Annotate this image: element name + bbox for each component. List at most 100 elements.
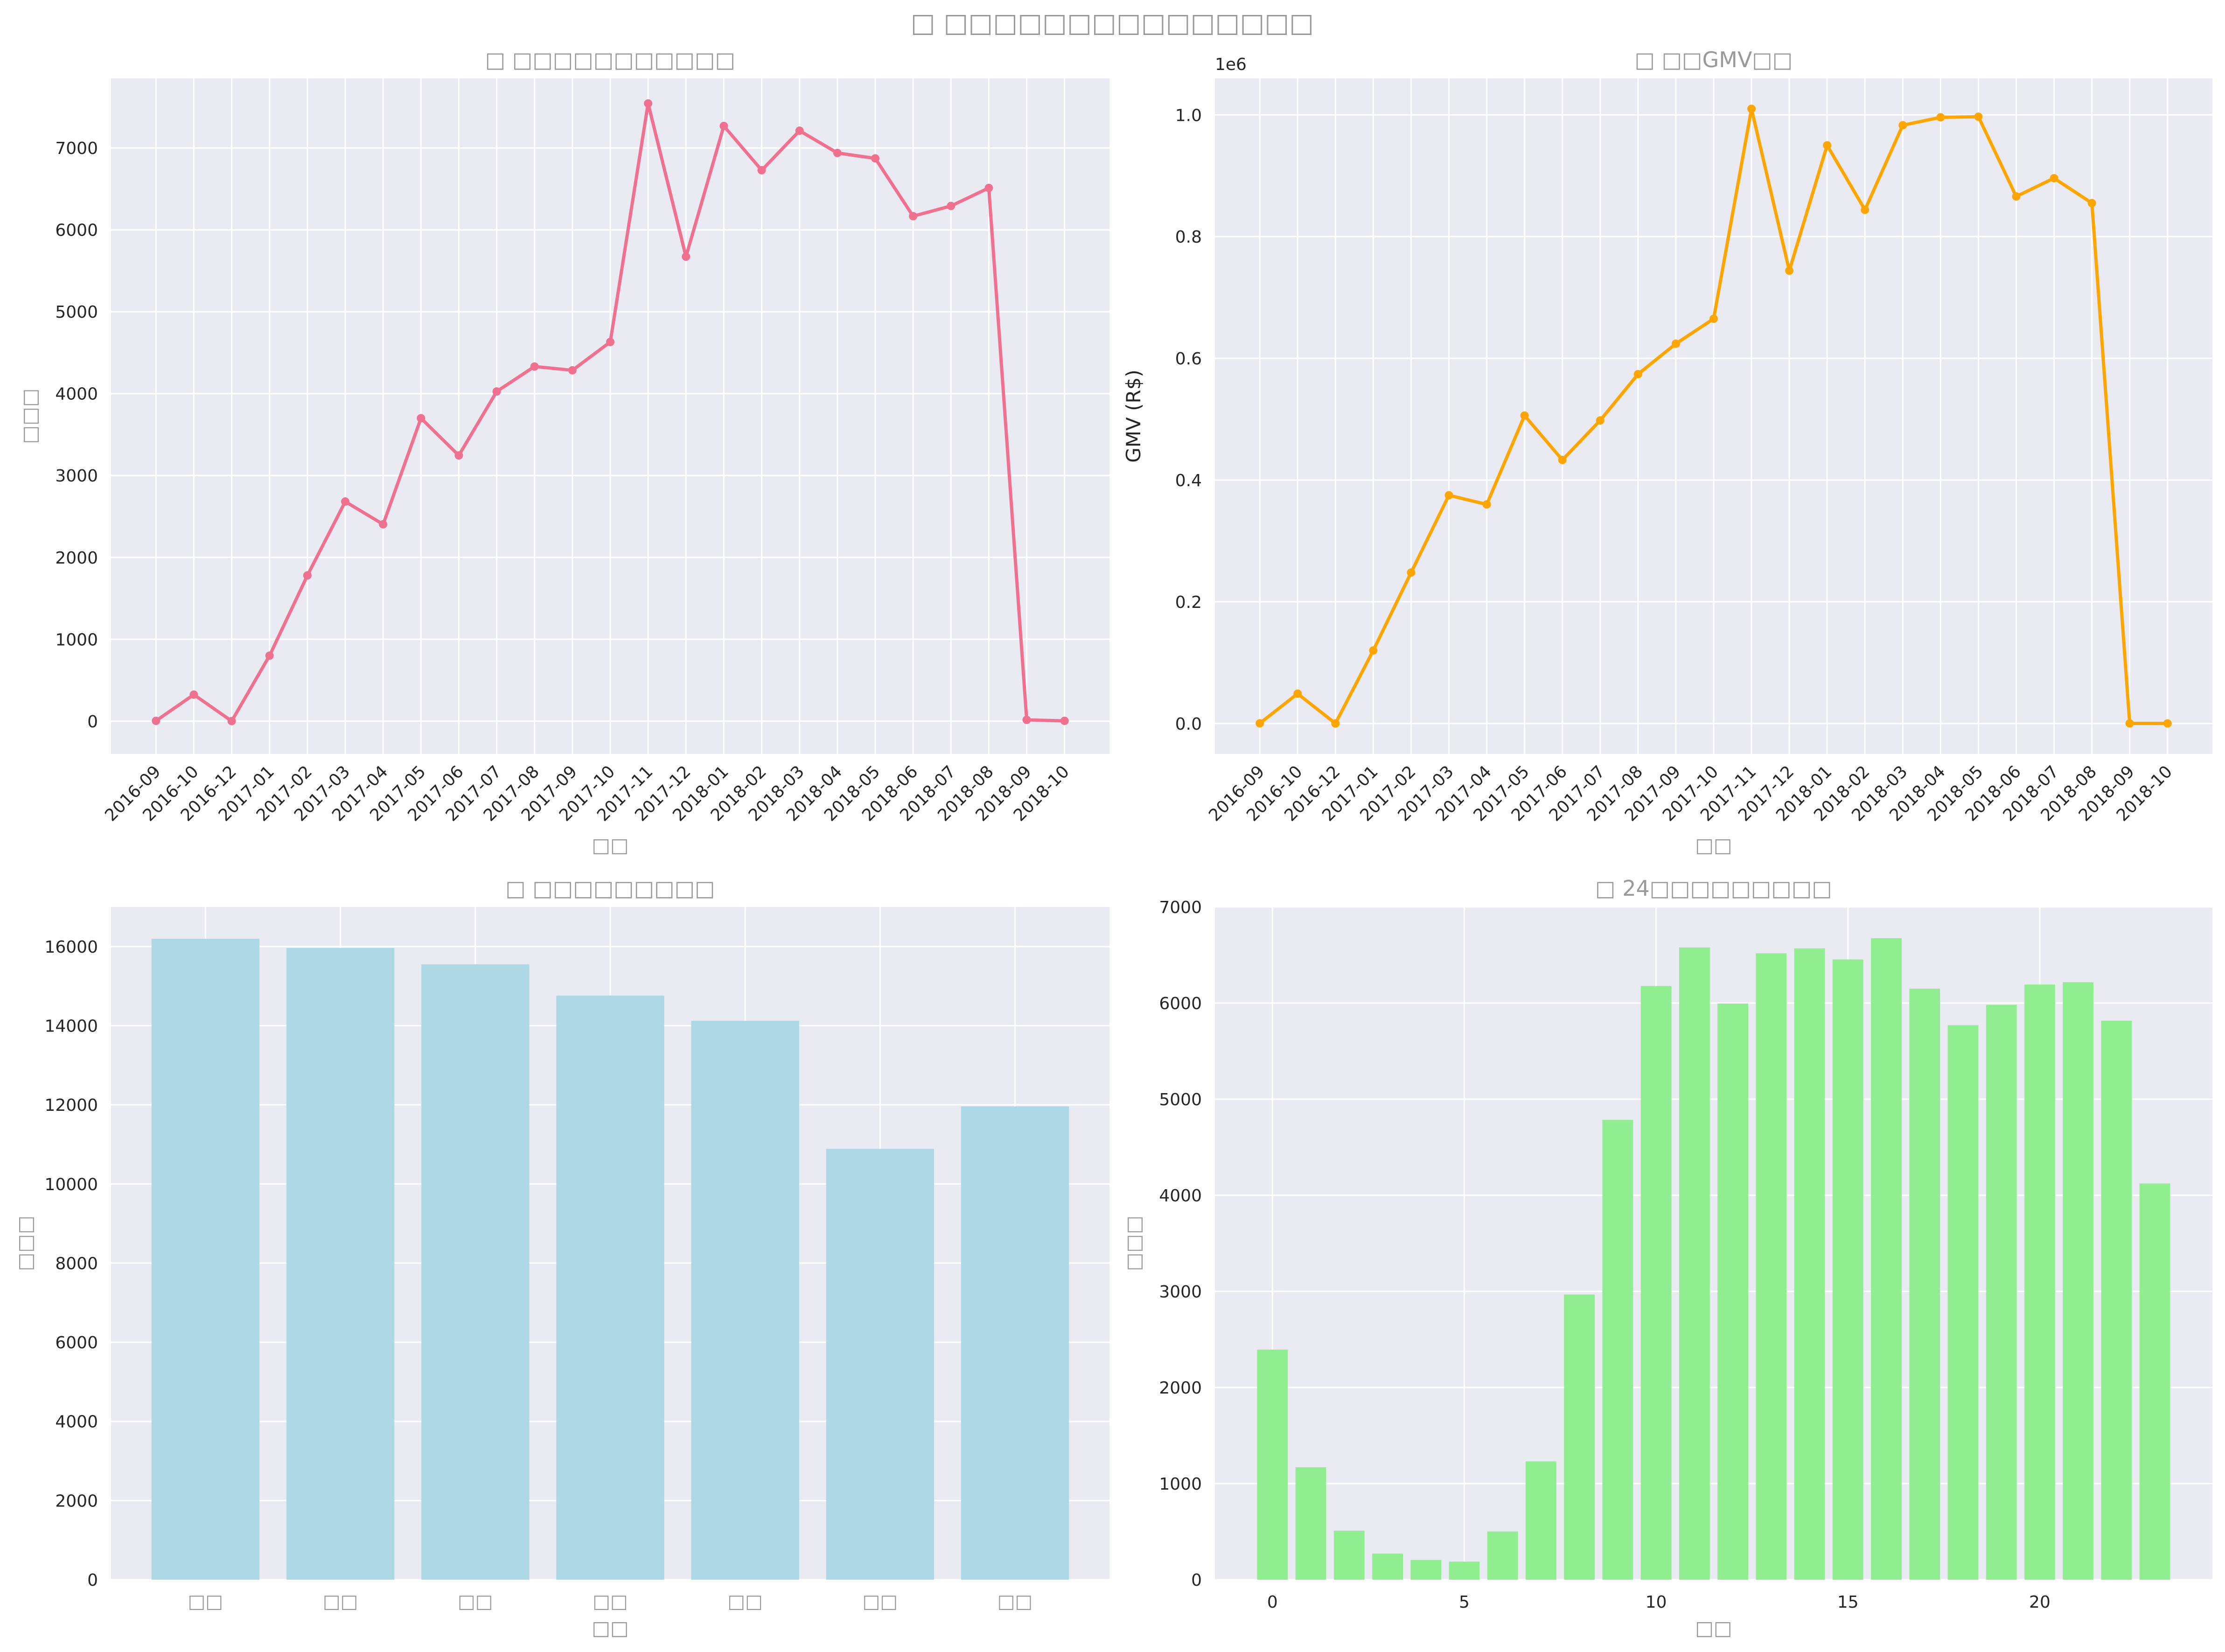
bar xyxy=(1832,959,1863,1580)
data-point xyxy=(1823,141,1832,150)
data-point xyxy=(1022,715,1031,724)
bar xyxy=(1333,1530,1365,1580)
y-tick-label: 0.2 xyxy=(1175,593,1202,612)
data-point xyxy=(606,337,614,346)
y-tick-label: 1000 xyxy=(55,630,98,649)
bar xyxy=(1679,947,1710,1580)
data-point xyxy=(719,121,728,130)
y-tick-label: 6000 xyxy=(1159,994,1202,1013)
y-tick-label: 7000 xyxy=(1159,898,1202,917)
data-point xyxy=(1255,719,1264,728)
y-tick-label: 0 xyxy=(87,1571,98,1590)
bar xyxy=(1947,1025,1979,1580)
x-axis-label: □□ xyxy=(592,1617,628,1639)
x-tick-label: 15 xyxy=(1837,1593,1859,1612)
bar xyxy=(1449,1561,1480,1580)
bar xyxy=(1526,1461,1556,1580)
bar xyxy=(151,939,260,1580)
x-tick-label: 5 xyxy=(1459,1593,1470,1612)
x-tick-label: □□ xyxy=(188,1591,223,1612)
chart-orders: 010002000300040005000600070002016-092016… xyxy=(18,47,1109,857)
y-tick-label: 6000 xyxy=(55,221,98,240)
bar xyxy=(2139,1183,2170,1580)
y-tick-label: 0 xyxy=(87,712,98,732)
data-point xyxy=(1558,455,1567,464)
data-point xyxy=(871,154,879,163)
bar xyxy=(421,964,530,1580)
data-point xyxy=(1596,416,1604,425)
data-point xyxy=(1444,491,1453,500)
y-tick-label: 4000 xyxy=(1159,1186,1202,1206)
y-axis-label: □□□ xyxy=(1122,1215,1145,1271)
data-point xyxy=(227,717,236,725)
bar xyxy=(2024,984,2055,1580)
data-point xyxy=(568,366,577,375)
x-tick-label: □□ xyxy=(863,1591,898,1612)
data-point xyxy=(1407,568,1416,577)
bar xyxy=(1986,1004,2017,1580)
data-point xyxy=(1936,113,1945,122)
data-point xyxy=(1861,205,1869,214)
data-point xyxy=(2050,174,2058,182)
x-tick-label: 10 xyxy=(1646,1593,1667,1612)
x-tick-label: □□ xyxy=(593,1591,628,1612)
data-point xyxy=(1369,646,1378,655)
bar xyxy=(1794,948,1825,1580)
y-offset-label: 1e6 xyxy=(1215,55,1247,74)
y-axis-label: GMV (R$) xyxy=(1122,369,1145,463)
x-axis-label: □□ xyxy=(1695,1617,1732,1639)
y-tick-label: 2000 xyxy=(1159,1379,1202,1398)
y-tick-label: 5000 xyxy=(1159,1090,1202,1109)
data-point xyxy=(1747,105,1756,113)
y-tick-label: 6000 xyxy=(55,1333,98,1352)
y-tick-label: 10000 xyxy=(44,1175,98,1194)
data-point xyxy=(795,126,804,135)
y-tick-label: 0.8 xyxy=(1175,228,1202,247)
bar xyxy=(1410,1560,1442,1580)
data-point xyxy=(189,690,198,699)
bar xyxy=(691,1021,799,1580)
bar xyxy=(1756,953,1787,1580)
y-tick-label: 0.6 xyxy=(1175,349,1202,369)
y-tick-label: 14000 xyxy=(44,1017,98,1036)
bar xyxy=(1640,986,1672,1580)
x-axis-label: □□ xyxy=(1695,834,1732,857)
y-tick-label: 5000 xyxy=(55,303,98,322)
data-point xyxy=(1974,112,1983,121)
bar xyxy=(556,995,664,1580)
data-point xyxy=(1898,121,1907,130)
data-point xyxy=(2163,719,2172,728)
y-tick-label: 8000 xyxy=(55,1254,98,1273)
y-tick-label: 0.0 xyxy=(1175,715,1202,734)
data-point xyxy=(984,183,993,192)
y-tick-label: 4000 xyxy=(55,1413,98,1432)
bar xyxy=(961,1106,1069,1580)
data-point xyxy=(1785,266,1794,275)
data-point xyxy=(1520,411,1529,420)
data-point xyxy=(909,212,918,221)
x-tick-label: □□ xyxy=(727,1591,763,1612)
y-tick-label: 3000 xyxy=(1159,1283,1202,1302)
y-tick-label: 2000 xyxy=(55,1492,98,1511)
x-tick-label: 20 xyxy=(2029,1593,2051,1612)
data-point xyxy=(303,571,312,580)
y-axis-label: □□□ xyxy=(14,1215,36,1271)
x-tick-label: □□ xyxy=(997,1591,1033,1612)
data-point xyxy=(947,202,956,210)
data-point xyxy=(1331,719,1340,728)
data-point xyxy=(152,717,160,725)
data-point xyxy=(379,520,388,529)
bar xyxy=(1871,938,1902,1580)
data-point xyxy=(417,414,425,423)
data-point xyxy=(1633,369,1642,378)
data-point xyxy=(454,451,463,460)
x-tick-label: □□ xyxy=(458,1591,493,1612)
data-point xyxy=(1709,314,1718,323)
y-tick-label: 0.4 xyxy=(1175,471,1202,490)
data-point xyxy=(2012,192,2021,201)
data-point xyxy=(2087,199,2096,208)
data-point xyxy=(1060,717,1069,725)
x-tick-label: □□ xyxy=(323,1591,358,1612)
bar xyxy=(2101,1020,2132,1580)
